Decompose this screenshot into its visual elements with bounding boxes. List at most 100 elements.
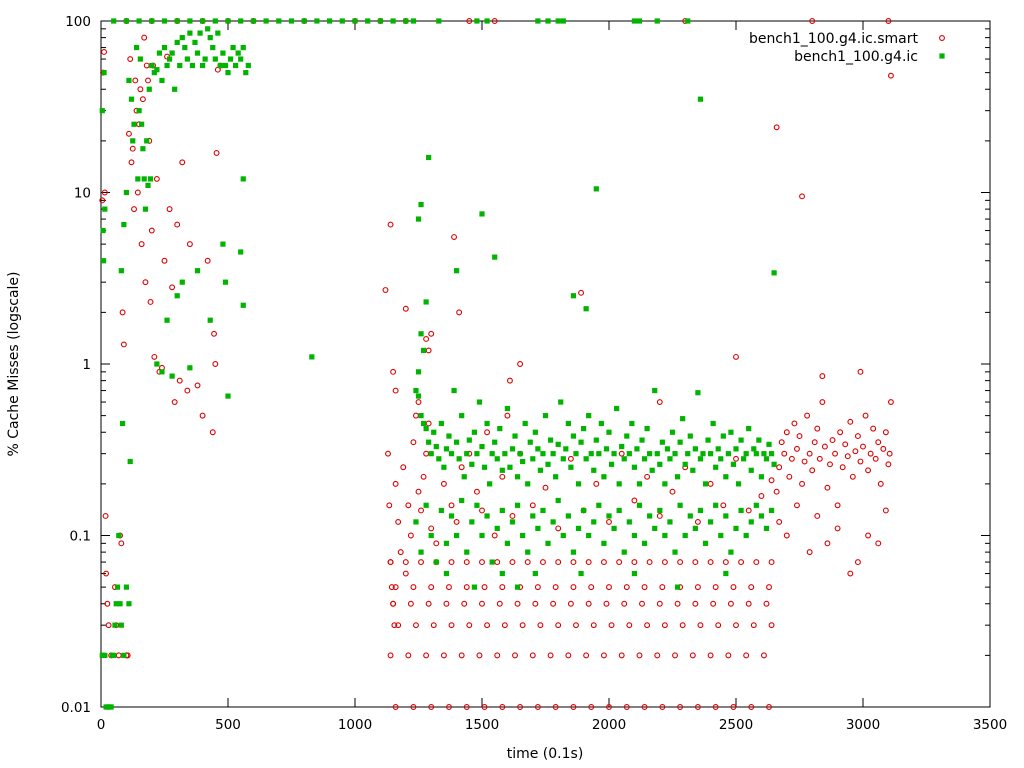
data-point-ic [222, 62, 229, 69]
data-point-ic [768, 507, 775, 514]
data-point-smart [153, 175, 160, 182]
data-point-smart [484, 622, 491, 629]
data-point-ic [448, 513, 455, 519]
data-point-smart [128, 159, 135, 166]
y-tick-label: 0.1 [70, 529, 91, 545]
series-ic-points [99, 18, 777, 710]
data-point-ic [723, 570, 729, 577]
data-point-smart [768, 622, 775, 629]
data-point-ic [461, 474, 467, 480]
data-point-ic [443, 570, 450, 577]
data-point-ic [205, 26, 211, 32]
data-point-smart [677, 704, 684, 710]
data-point-smart [839, 464, 846, 471]
data-point-smart [425, 600, 432, 607]
data-point-smart [694, 518, 701, 525]
data-point-ic [102, 652, 108, 658]
data-point-ic [418, 413, 424, 419]
data-point-ic [456, 456, 462, 462]
data-point-smart [433, 540, 440, 547]
data-point-ic [657, 461, 663, 467]
data-point-ic [169, 50, 175, 56]
data-point-ic [677, 502, 683, 508]
data-point-smart [639, 600, 645, 607]
data-point-ic [771, 270, 777, 276]
data-point-ic [631, 18, 637, 24]
data-point-ic [215, 30, 221, 36]
data-point-ic [479, 532, 485, 539]
data-point-ic [487, 481, 493, 487]
data-point-smart [875, 439, 882, 446]
data-point-ic [710, 420, 716, 427]
data-point-ic [200, 18, 206, 24]
data-point-ic [535, 18, 541, 24]
data-point-smart [745, 507, 752, 514]
data-point-smart [458, 652, 465, 659]
data-point-smart [400, 464, 407, 471]
data-point-ic [207, 35, 213, 41]
data-point-smart [501, 622, 508, 629]
data-point-ic [471, 584, 477, 590]
data-point-ic [502, 451, 508, 457]
data-point-smart [791, 420, 798, 427]
data-point-smart [857, 368, 864, 375]
data-point-smart [423, 335, 430, 342]
data-point-smart [567, 455, 574, 462]
data-point-ic [723, 513, 729, 519]
data-point-ic [123, 189, 129, 196]
data-point-smart [420, 473, 427, 480]
data-point-ic [631, 532, 637, 539]
data-point-ic [662, 481, 668, 487]
data-point-ic [142, 206, 149, 212]
data-point-ic [697, 507, 704, 514]
data-point-smart [814, 513, 821, 519]
data-point-smart [819, 399, 826, 405]
data-point-smart [115, 652, 122, 659]
data-point-smart [463, 704, 470, 710]
data-point-smart [428, 704, 435, 710]
data-point-smart [857, 458, 864, 465]
data-point-smart [443, 600, 450, 607]
data-point-ic [220, 50, 226, 56]
data-point-ic [464, 451, 470, 457]
data-point-ic [169, 373, 175, 379]
data-point-ic [137, 56, 143, 62]
data-point-ic [685, 18, 691, 24]
data-point-smart [213, 150, 220, 156]
legend-marker-smart [939, 35, 945, 41]
data-point-smart [623, 584, 630, 591]
data-point-ic [243, 70, 249, 76]
data-point-smart [669, 488, 676, 495]
data-point-ic [225, 393, 231, 399]
data-point-smart [585, 559, 592, 566]
data-point-ic [164, 62, 170, 69]
data-point-smart [514, 600, 521, 607]
data-point-ic [166, 56, 173, 62]
data-point-ic [100, 227, 106, 234]
data-point-ic [664, 446, 671, 452]
x-tick-label: 1000 [338, 717, 372, 733]
data-point-smart [766, 704, 772, 710]
data-point-smart [387, 221, 394, 228]
data-point-smart [179, 159, 186, 166]
data-point-smart [534, 704, 541, 710]
data-point-smart [707, 652, 714, 659]
data-point-ic [570, 433, 577, 439]
data-point-smart [694, 584, 701, 591]
data-point-smart [184, 387, 191, 394]
data-point-ic [202, 56, 208, 62]
data-point-smart [641, 584, 648, 591]
data-point-smart [423, 652, 430, 659]
data-point-smart [552, 704, 559, 710]
data-point-smart [738, 559, 745, 566]
data-point-ic [550, 451, 556, 457]
data-point-smart [138, 241, 145, 248]
data-point-ic [746, 426, 752, 432]
data-point-smart [887, 399, 894, 405]
data-point-ic [309, 354, 315, 360]
data-point-ic [550, 519, 556, 525]
data-point-smart [491, 532, 498, 539]
data-point-ic [184, 56, 190, 62]
data-point-ic [667, 456, 673, 462]
x-axis-title: time (0.1s) [507, 746, 584, 762]
